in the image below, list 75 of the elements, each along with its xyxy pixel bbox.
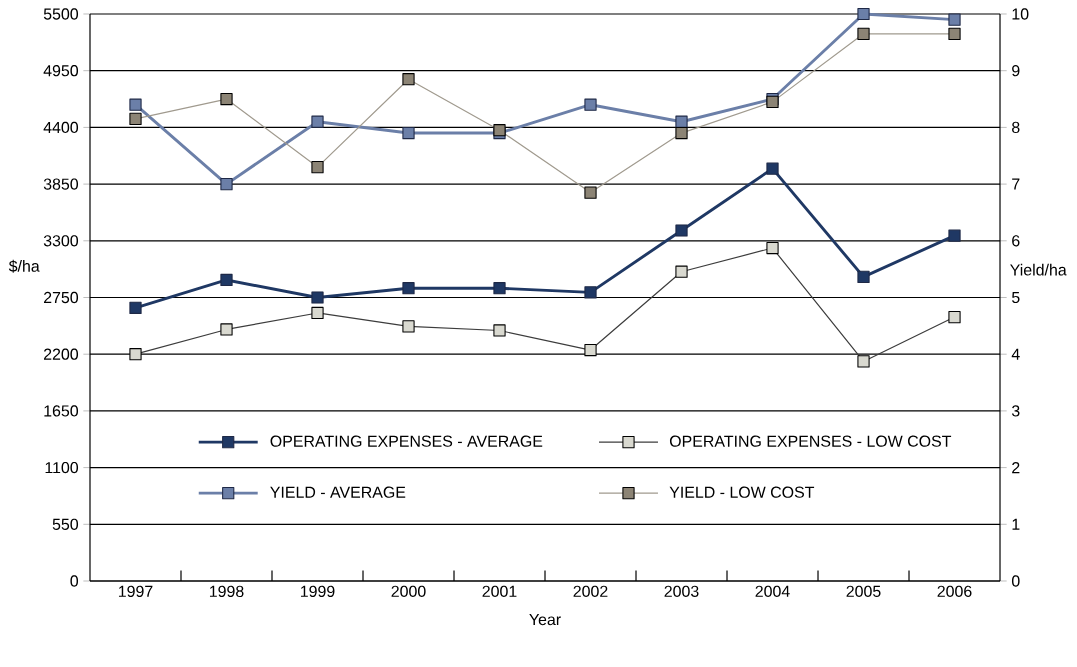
point [948,13,961,26]
legend-label: YIELD - LOW COST [669,486,815,498]
y-axis-title: $/ha [8,259,40,273]
point [766,241,779,255]
point [129,98,142,111]
point [948,27,961,40]
point [948,229,961,242]
point [311,115,324,128]
y2-tick-label: 10 [1012,8,1029,20]
y-tick-label: 4950 [43,65,79,77]
x-tick-label: 2001 [482,585,517,597]
point [402,73,415,86]
point [220,177,233,191]
y2-tick-label: 8 [1012,121,1020,134]
point [675,265,688,278]
y2-tick-label: 4 [1011,348,1020,360]
legend-label: YIELD - AVERAGE [270,486,406,498]
y-tick-label: 3850 [43,178,79,190]
point [129,348,142,361]
point [675,126,688,140]
x-tick-label: 2004 [755,585,790,597]
point [402,320,415,333]
point [129,301,142,314]
point [493,324,506,337]
legend-label: OPERATING EXPENSES - AVERAGE [270,435,543,447]
y2-axis-title: Yield/ha [1010,263,1067,276]
y2-tick-label: 6 [1012,235,1020,247]
y-tick-label: 5500 [43,8,79,20]
point [584,98,597,111]
point [857,270,870,283]
point [584,286,597,299]
point [948,310,961,324]
x-tick-label: 1998 [209,585,244,597]
x-tick-label: 2002 [573,585,608,597]
point [311,291,324,304]
point [220,92,233,106]
y-tick-label: 2750 [44,291,79,304]
point [675,115,688,128]
point [402,126,415,140]
x-tick-label: 2003 [664,585,699,597]
y-tick-label: 550 [52,518,79,530]
y-tick-label: 1650 [44,405,79,417]
y2-tick-label: 5 [1011,291,1020,304]
y2-tick-label: 2 [1012,462,1020,474]
y-tick-label: 0 [70,575,79,587]
y2-tick-label: 9 [1012,65,1020,77]
y2-tick-label: 7 [1012,178,1020,190]
y-tick-label: 3300 [43,235,79,247]
x-tick-label: 2005 [846,585,881,597]
point [584,343,597,357]
x-tick-label: 2000 [391,585,426,597]
y-tick-label: 1100 [45,461,79,474]
y2-tick-label: 0 [1011,575,1020,587]
point [129,112,142,125]
y2-tick-label: 1 [1012,518,1020,530]
point [493,282,506,295]
point [311,306,324,320]
y2-tick-label: 3 [1011,405,1020,417]
x-tick-label: 1999 [300,585,335,597]
point [857,27,870,40]
point [857,7,870,21]
point [220,273,233,287]
point [675,224,688,237]
point [220,323,233,336]
point [857,355,870,368]
point [402,282,415,295]
x-axis-title: Year [529,614,561,626]
point [766,162,779,175]
x-tick-label: 1997 [118,585,153,597]
point [584,186,597,199]
x-tick-label: 2006 [937,585,972,597]
y-tick-label: 4400 [43,121,79,134]
point [311,160,324,174]
y-tick-label: 2200 [44,348,79,360]
legend-label: OPERATING EXPENSES - LOW COST [669,435,952,447]
